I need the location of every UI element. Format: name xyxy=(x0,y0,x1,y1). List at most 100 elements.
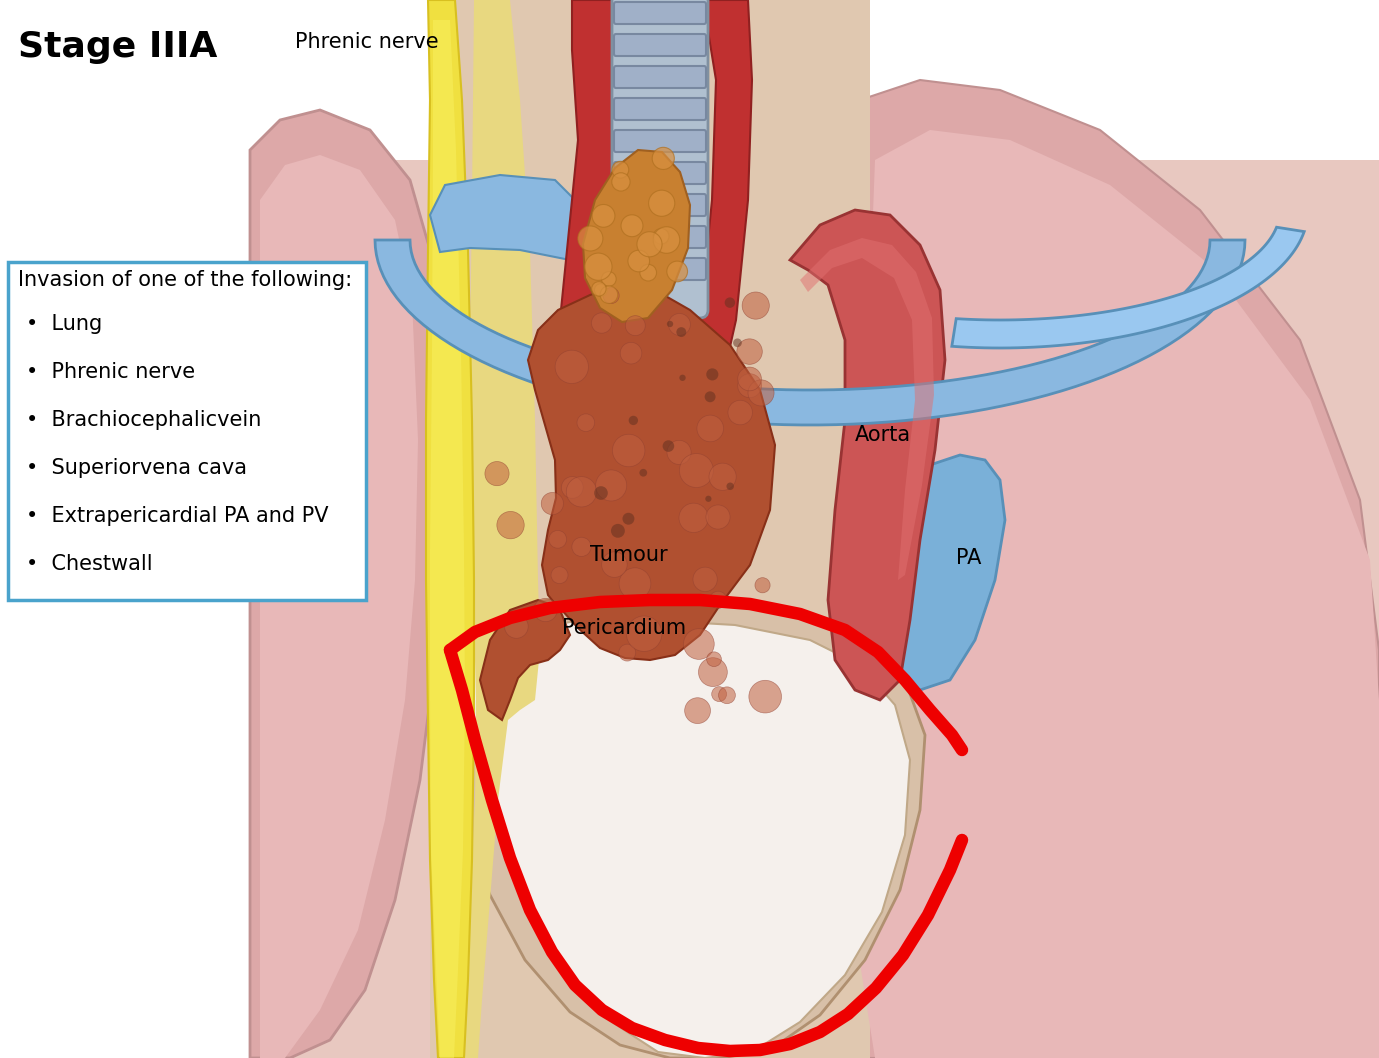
Circle shape xyxy=(629,416,638,425)
Circle shape xyxy=(592,313,612,333)
Circle shape xyxy=(594,284,607,296)
Polygon shape xyxy=(480,285,775,720)
Circle shape xyxy=(619,644,636,661)
Text: •  Lung: • Lung xyxy=(26,314,102,334)
Text: Stage IIIA: Stage IIIA xyxy=(18,30,218,63)
Circle shape xyxy=(552,567,568,584)
Polygon shape xyxy=(261,156,418,1058)
Circle shape xyxy=(652,147,674,169)
Polygon shape xyxy=(883,455,1005,690)
Text: •  Extrapericardial PA and PV: • Extrapericardial PA and PV xyxy=(26,506,328,526)
Polygon shape xyxy=(250,0,1379,1058)
Circle shape xyxy=(654,226,680,253)
Circle shape xyxy=(621,343,641,364)
Circle shape xyxy=(648,190,674,216)
Circle shape xyxy=(654,229,669,244)
Text: •  Superiorvena cava: • Superiorvena cava xyxy=(26,458,247,478)
Polygon shape xyxy=(0,0,1379,160)
Circle shape xyxy=(754,578,769,592)
Circle shape xyxy=(600,286,618,304)
Circle shape xyxy=(699,658,727,687)
FancyBboxPatch shape xyxy=(614,162,706,184)
Polygon shape xyxy=(448,598,925,1058)
Circle shape xyxy=(625,315,645,335)
Circle shape xyxy=(567,476,597,507)
Circle shape xyxy=(662,440,674,452)
Polygon shape xyxy=(430,175,585,260)
FancyBboxPatch shape xyxy=(614,34,706,56)
Circle shape xyxy=(619,568,651,600)
Circle shape xyxy=(637,232,662,257)
Polygon shape xyxy=(790,209,945,700)
Text: PA: PA xyxy=(956,548,982,568)
Circle shape xyxy=(696,415,724,442)
Circle shape xyxy=(669,313,691,335)
Circle shape xyxy=(694,567,717,591)
FancyBboxPatch shape xyxy=(614,258,706,280)
FancyBboxPatch shape xyxy=(614,194,706,216)
Circle shape xyxy=(684,697,710,724)
Polygon shape xyxy=(430,0,870,1058)
Circle shape xyxy=(496,511,524,539)
Circle shape xyxy=(734,339,742,347)
Circle shape xyxy=(621,215,643,237)
Text: •  Phrenic nerve: • Phrenic nerve xyxy=(26,362,194,382)
Circle shape xyxy=(612,172,630,191)
Circle shape xyxy=(556,350,589,383)
Polygon shape xyxy=(692,0,752,430)
Circle shape xyxy=(549,530,567,548)
Circle shape xyxy=(725,297,735,308)
Polygon shape xyxy=(583,150,690,322)
Circle shape xyxy=(667,261,688,281)
Circle shape xyxy=(592,281,607,296)
Circle shape xyxy=(712,687,727,701)
Circle shape xyxy=(505,615,528,638)
Circle shape xyxy=(718,687,735,704)
FancyBboxPatch shape xyxy=(614,98,706,120)
Circle shape xyxy=(594,487,608,499)
Circle shape xyxy=(706,368,718,381)
Text: Aorta: Aorta xyxy=(855,425,912,445)
Polygon shape xyxy=(840,130,1379,1058)
Polygon shape xyxy=(250,110,440,1058)
Circle shape xyxy=(622,513,634,525)
Circle shape xyxy=(749,680,782,713)
Circle shape xyxy=(747,380,774,406)
Circle shape xyxy=(676,327,687,338)
Circle shape xyxy=(585,253,612,280)
Polygon shape xyxy=(375,240,1245,425)
Polygon shape xyxy=(800,238,934,580)
Circle shape xyxy=(603,288,619,304)
Circle shape xyxy=(572,537,592,557)
Circle shape xyxy=(601,552,627,578)
Circle shape xyxy=(626,616,662,652)
Polygon shape xyxy=(0,0,261,1058)
Circle shape xyxy=(640,264,656,281)
Circle shape xyxy=(627,250,650,272)
Text: Pericardium: Pericardium xyxy=(563,618,687,638)
Circle shape xyxy=(640,469,647,477)
Text: Phrenic nerve: Phrenic nerve xyxy=(295,32,439,52)
FancyBboxPatch shape xyxy=(612,0,707,318)
Text: Invasion of one of the following:: Invasion of one of the following: xyxy=(18,270,352,290)
Polygon shape xyxy=(426,0,474,1058)
Circle shape xyxy=(706,652,721,667)
FancyBboxPatch shape xyxy=(614,226,706,248)
Circle shape xyxy=(578,226,603,251)
Polygon shape xyxy=(462,0,541,1058)
Polygon shape xyxy=(558,0,625,430)
Circle shape xyxy=(592,204,615,227)
Circle shape xyxy=(542,492,564,514)
Circle shape xyxy=(728,400,753,424)
Circle shape xyxy=(678,504,709,532)
Circle shape xyxy=(612,434,645,467)
Circle shape xyxy=(534,599,557,622)
Circle shape xyxy=(684,628,714,659)
Circle shape xyxy=(706,505,729,529)
Circle shape xyxy=(727,482,734,490)
Text: •  Brachiocephalicvein: • Brachiocephalicvein xyxy=(26,411,262,430)
Text: •  Chestwall: • Chestwall xyxy=(26,554,153,574)
Circle shape xyxy=(601,272,616,287)
Polygon shape xyxy=(430,20,465,1058)
Circle shape xyxy=(561,476,583,498)
